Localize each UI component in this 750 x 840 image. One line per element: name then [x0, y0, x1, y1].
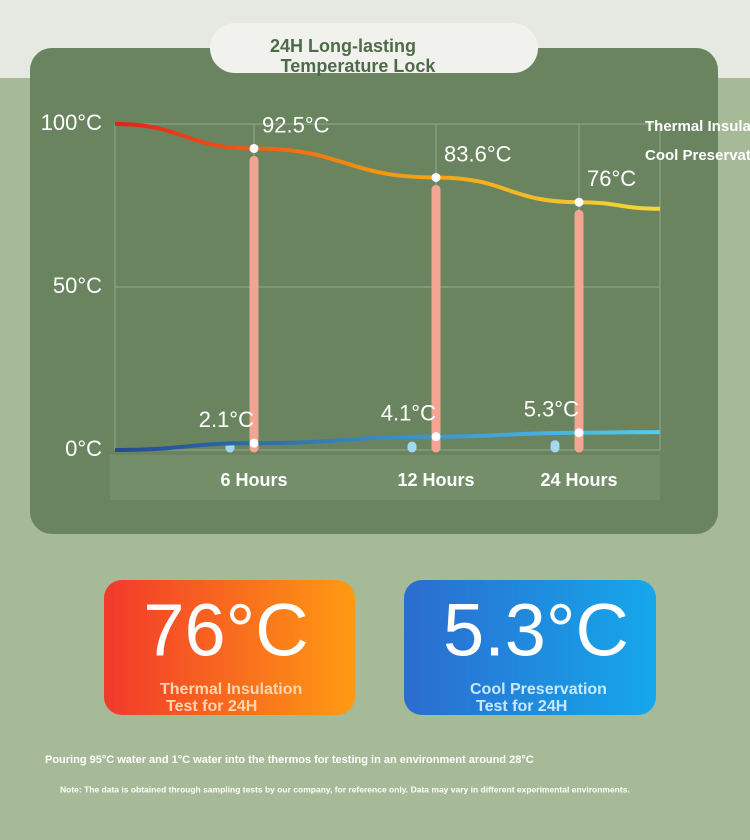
y-tick-label: 100°C	[41, 110, 103, 135]
card-value: 5.3°C	[443, 589, 629, 672]
point	[431, 432, 441, 442]
series-line	[114, 122, 661, 211]
y-tick-label: 50°C	[53, 273, 102, 298]
point	[431, 172, 441, 182]
result-card	[104, 580, 355, 715]
value-label: 4.1°C	[381, 400, 436, 425]
x-tick-label: 24 Hours	[540, 470, 617, 490]
card-label: Thermal Insulation	[160, 681, 302, 698]
card-label: Test for 24H	[166, 698, 257, 715]
point	[574, 197, 584, 207]
note: Pouring 95°C water and 1°C water into th…	[45, 754, 534, 766]
value-label: 83.6°C	[444, 141, 512, 166]
y-tick-label: 0°C	[65, 436, 102, 461]
card-label: Cool Preservation	[470, 681, 607, 698]
x-tick-label: 6 Hours	[220, 470, 287, 490]
point	[574, 428, 584, 438]
point	[249, 438, 259, 448]
title-line: 24H Long-lasting	[270, 36, 416, 56]
point	[249, 143, 259, 153]
legend-label: Cool Preservation	[645, 147, 750, 164]
value-label: 92.5°C	[262, 112, 330, 137]
result-card	[404, 580, 656, 715]
note: Note: The data is obtained through sampl…	[60, 784, 630, 794]
title-pill	[210, 23, 538, 73]
title-line: Temperature Lock	[281, 56, 437, 76]
card-label: Test for 24H	[476, 698, 567, 715]
value-label: 2.1°C	[199, 407, 254, 432]
legend-label: Thermal Insulation	[645, 118, 750, 135]
chart-panel	[30, 48, 718, 534]
card-value: 76°C	[143, 589, 308, 672]
value-label: 76°C	[587, 166, 636, 191]
axis-strip	[110, 455, 660, 500]
series-line	[114, 430, 661, 452]
x-tick-label: 12 Hours	[397, 470, 474, 490]
value-label: 5.3°C	[524, 397, 579, 422]
